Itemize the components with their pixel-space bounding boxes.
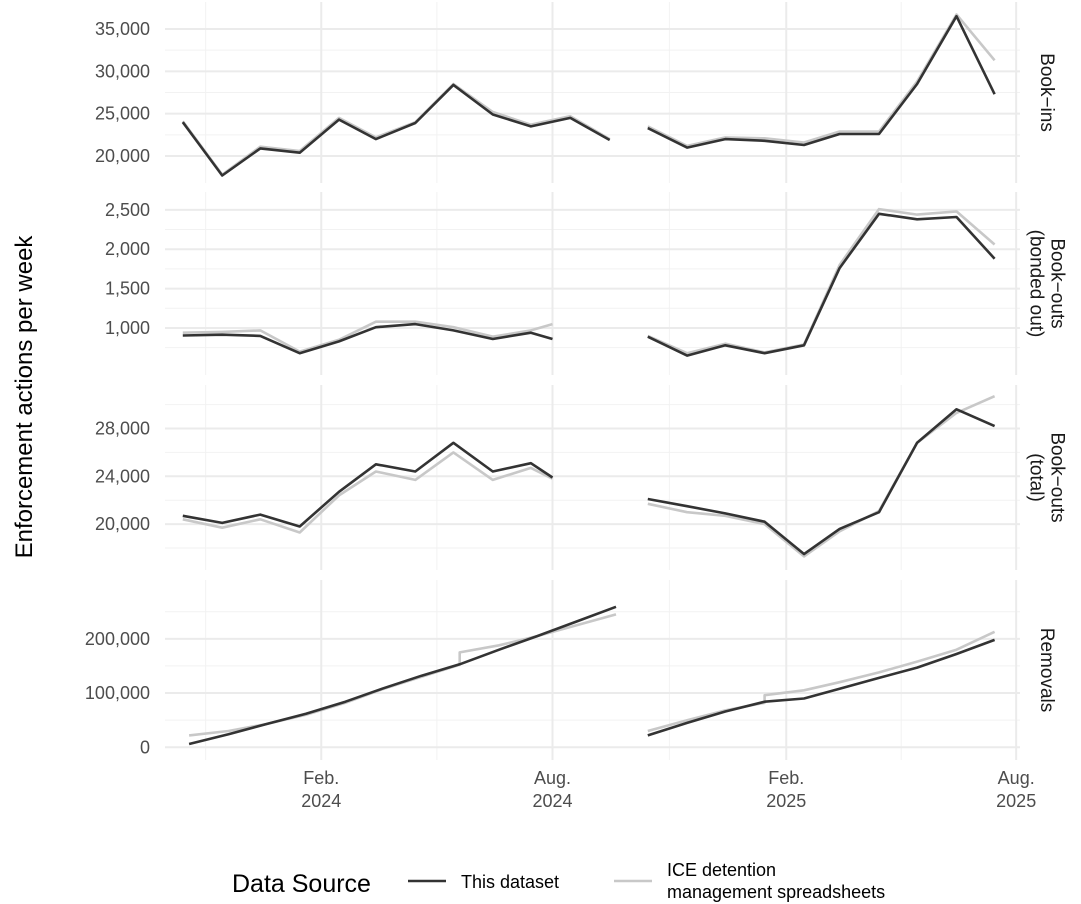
legend-label: ICE detention xyxy=(667,860,776,880)
y-tick-label: 28,000 xyxy=(95,418,150,438)
series-line xyxy=(181,83,611,177)
series-line xyxy=(647,13,996,148)
series-line xyxy=(188,605,617,746)
series-line xyxy=(647,14,996,149)
facet-panel: 20,000 24,000 28,000 Book−outs(total) xyxy=(95,385,1068,570)
series-line xyxy=(647,395,996,558)
facet-strip-line: Book−ins xyxy=(1036,53,1057,132)
series-line xyxy=(647,638,996,737)
x-tick-label: 2024 xyxy=(301,791,341,811)
facet-strip-label: Book−ins xyxy=(1036,53,1057,132)
legend-label: This dataset xyxy=(461,872,559,892)
series-line xyxy=(647,407,996,556)
x-tick-label: 2025 xyxy=(766,791,806,811)
y-tick-label: 2,500 xyxy=(105,200,150,220)
y-tick-label: 1,500 xyxy=(105,279,150,299)
x-tick-label: Aug. xyxy=(534,768,571,788)
x-tick-label: 2025 xyxy=(996,791,1036,811)
facet-strip-line: (bonded out) xyxy=(1026,230,1047,338)
series-line xyxy=(647,212,996,357)
facet-strip-line: Book−outs xyxy=(1047,432,1068,522)
y-tick-label: 25,000 xyxy=(95,104,150,124)
series-line xyxy=(182,441,554,528)
series-line xyxy=(181,82,611,176)
legend: Data Source This dataset ICE detentionmana… xyxy=(232,860,885,902)
y-tick-label: 1,000 xyxy=(105,318,150,338)
x-tick-label: 2024 xyxy=(532,791,572,811)
y-tick-label: 20,000 xyxy=(95,146,150,166)
facet-strip-label: Book−outs(bonded out) xyxy=(1026,230,1068,338)
series-line xyxy=(647,207,996,355)
facet-panel: 1,000 1,500 2,000 2,500 Book−outs(bonded out… xyxy=(105,192,1068,375)
y-axis-label: Enforcement actions per week xyxy=(11,235,38,559)
facet-panel: 20,000 25,000 30,000 35,000 Book−ins xyxy=(95,2,1057,183)
facet-strip-line: Removals xyxy=(1036,628,1057,712)
y-tick-label: 30,000 xyxy=(95,61,150,81)
legend-title: Data Source xyxy=(232,870,371,898)
legend-label: management spreadsheets xyxy=(667,882,885,902)
y-tick-label: 2,000 xyxy=(105,239,150,259)
facet-strip-line: (total) xyxy=(1026,453,1047,502)
x-tick-label: Aug. xyxy=(998,768,1035,788)
series-line xyxy=(647,630,996,733)
x-tick-label: Feb. xyxy=(303,768,339,788)
y-tick-label: 200,000 xyxy=(85,629,150,649)
series-line xyxy=(182,451,554,534)
y-tick-label: 100,000 xyxy=(85,683,150,703)
facet-strip-label: Removals xyxy=(1036,628,1057,712)
series-line xyxy=(182,320,553,353)
y-tick-label: 0 xyxy=(140,737,150,757)
y-tick-label: 35,000 xyxy=(95,19,150,39)
facet-strip-line: Book−outs xyxy=(1047,238,1068,328)
x-tick-label: Feb. xyxy=(768,768,804,788)
facet-panel: 0 100,000 200,000 Removals xyxy=(85,580,1057,760)
y-tick-label: 24,000 xyxy=(95,466,150,486)
series-line xyxy=(182,322,553,355)
y-tick-label: 20,000 xyxy=(95,514,150,534)
facet-strip-label: Book−outs(total) xyxy=(1026,432,1068,522)
